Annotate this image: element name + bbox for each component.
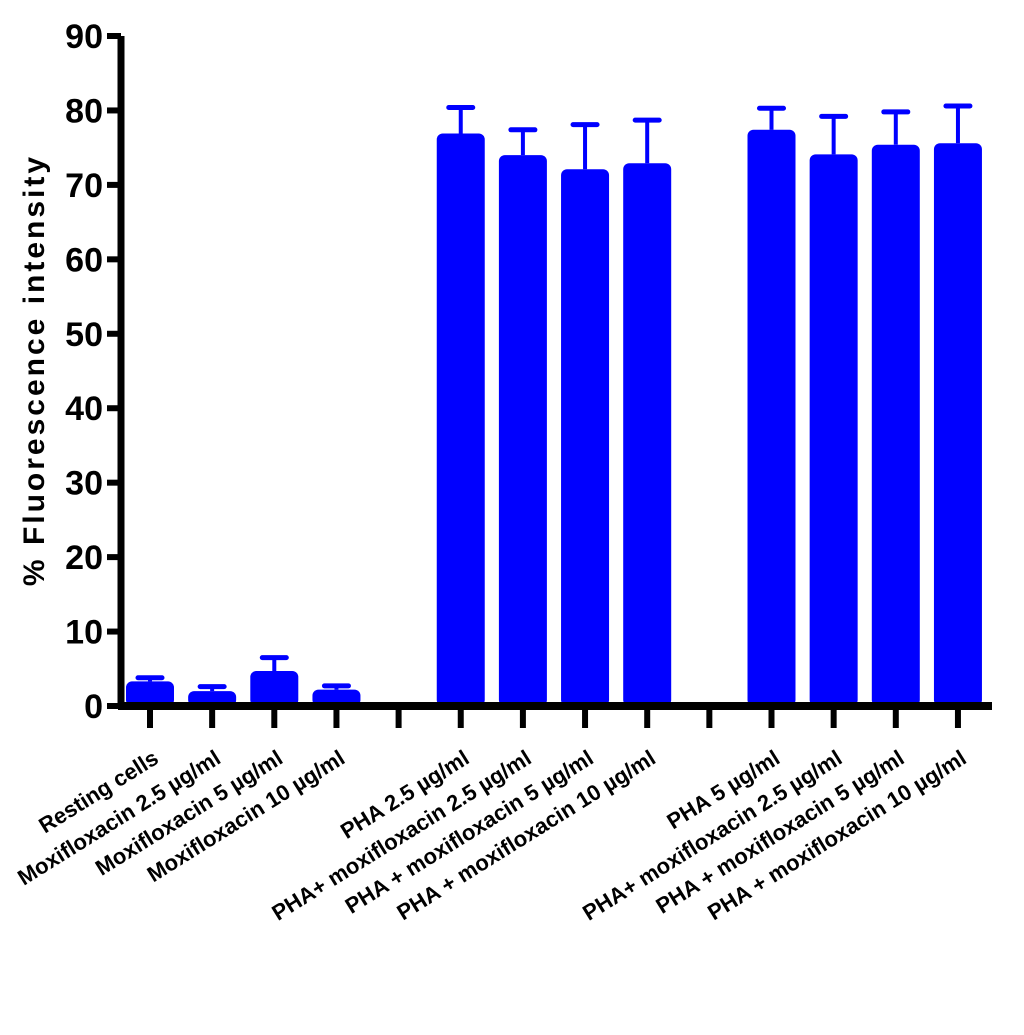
bar xyxy=(561,169,610,706)
y-tick-label: 20 xyxy=(65,539,103,577)
x-axis xyxy=(118,702,992,728)
bar xyxy=(498,155,547,707)
bars xyxy=(126,103,982,707)
category-label: PHA + moxifloxacin 5 µg/ml xyxy=(341,745,598,919)
bar xyxy=(126,681,174,706)
y-tick-label: 80 xyxy=(65,92,103,130)
y-tick-label: 30 xyxy=(65,465,103,503)
y-tick-label: 0 xyxy=(84,688,103,726)
y-axis-title-group: % Fluorescence intensity xyxy=(18,154,51,586)
bar xyxy=(747,129,796,707)
bar xyxy=(871,144,920,706)
y-tick-label: 50 xyxy=(65,316,103,354)
y-axis-title: % Fluorescence intensity xyxy=(18,154,51,586)
y-tick-label: 40 xyxy=(65,390,103,428)
y-tick-label: 10 xyxy=(65,614,103,652)
y-tick-label: 90 xyxy=(65,18,103,56)
y-axis: 0 10 20 30 40 50 60 70 80 90 xyxy=(65,18,125,726)
bar xyxy=(933,143,982,706)
category-label: PHA + moxifloxacin 5 µg/ml xyxy=(651,745,908,919)
bar xyxy=(436,133,485,706)
bar xyxy=(250,671,299,706)
y-tick-label: 60 xyxy=(65,241,103,279)
bar xyxy=(312,689,361,706)
y-tick-label: 70 xyxy=(65,167,103,205)
bar xyxy=(623,163,672,707)
bar xyxy=(809,154,858,706)
